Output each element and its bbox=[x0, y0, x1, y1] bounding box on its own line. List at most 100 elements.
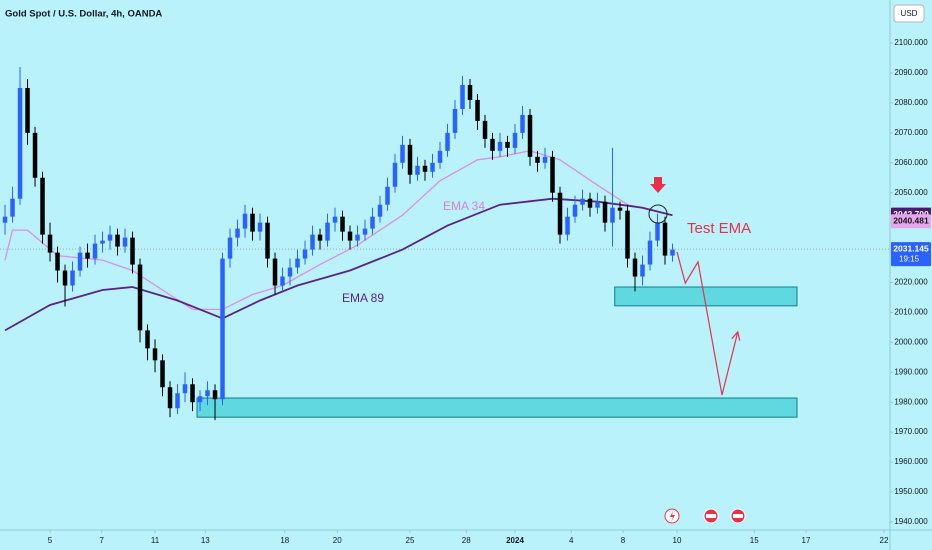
candle-body bbox=[55, 252, 60, 271]
candle-body bbox=[287, 267, 293, 277]
candle-body bbox=[235, 228, 240, 238]
candle-body bbox=[655, 222, 660, 241]
candle-body bbox=[182, 384, 188, 394]
candle-body bbox=[422, 165, 428, 172]
candle-body bbox=[115, 234, 120, 247]
candle-body bbox=[62, 270, 68, 286]
candle-body bbox=[265, 222, 270, 259]
x-tick-label: 18 bbox=[280, 536, 289, 545]
candle-body bbox=[475, 99, 480, 121]
candle-body bbox=[317, 234, 323, 241]
y-tick-label: 2010.000 bbox=[894, 308, 928, 317]
candle-body bbox=[400, 144, 405, 163]
candle-body bbox=[212, 390, 218, 400]
candle-body bbox=[415, 165, 420, 175]
ema-label: EMA 89 bbox=[342, 291, 384, 305]
y-tick-label: 1990.000 bbox=[894, 367, 928, 376]
candle-body bbox=[505, 141, 510, 148]
x-tick-label: 28 bbox=[462, 536, 471, 545]
candle-body bbox=[407, 144, 413, 175]
candle-body bbox=[430, 162, 435, 172]
candle-body bbox=[332, 216, 338, 223]
currency-label[interactable]: USD bbox=[901, 9, 918, 18]
candle-body bbox=[10, 198, 15, 217]
annotation: Test EMA bbox=[687, 220, 751, 237]
candle-body bbox=[167, 387, 173, 409]
candle-body bbox=[550, 156, 555, 193]
y-tick-label: 2000.000 bbox=[894, 337, 928, 346]
signal-arrow bbox=[650, 177, 666, 193]
candle-body bbox=[100, 240, 105, 244]
candle-body bbox=[632, 258, 638, 277]
candle-body bbox=[220, 258, 225, 400]
candle-body bbox=[527, 114, 533, 157]
candle-body bbox=[47, 234, 53, 253]
candle-body bbox=[152, 348, 158, 361]
candle-body bbox=[17, 87, 23, 199]
price-tag-label: 2042.700 bbox=[893, 209, 929, 219]
x-tick-label: 22 bbox=[880, 536, 889, 545]
candle-body bbox=[385, 186, 390, 205]
candle-body bbox=[190, 384, 195, 403]
candle-body bbox=[40, 177, 45, 235]
candle-body bbox=[377, 204, 383, 217]
x-tick-label: 25 bbox=[406, 536, 415, 545]
candle-body bbox=[482, 120, 488, 139]
candle-body bbox=[617, 207, 623, 211]
candle-body bbox=[437, 150, 443, 163]
y-tick-label: 2090.000 bbox=[894, 68, 928, 77]
y-tick-label: 1960.000 bbox=[894, 457, 928, 466]
candle-body bbox=[122, 237, 128, 247]
currency-button[interactable] bbox=[893, 4, 925, 23]
candle-body bbox=[85, 252, 90, 259]
candle-body bbox=[355, 234, 360, 241]
projection-path bbox=[676, 251, 739, 396]
candle-body bbox=[145, 330, 150, 349]
candle-body bbox=[392, 162, 398, 187]
x-tick-label: 7 bbox=[100, 536, 105, 545]
candle-body bbox=[625, 210, 630, 259]
price-tag-label: 2031.145 bbox=[893, 243, 929, 253]
candle-body bbox=[670, 249, 675, 256]
candle-body bbox=[272, 258, 278, 286]
candle-body bbox=[2, 216, 8, 223]
plot-area bbox=[0, 67, 890, 421]
y-tick-label: 2100.000 bbox=[894, 38, 928, 47]
x-tick-label: 17 bbox=[802, 536, 811, 545]
candle-body bbox=[92, 243, 98, 259]
y-tick-label: 1950.000 bbox=[894, 487, 928, 496]
candle-body bbox=[32, 132, 38, 178]
price-tag bbox=[891, 214, 931, 229]
event-icon-glyph bbox=[706, 514, 716, 518]
y-tick-label: 2070.000 bbox=[894, 128, 928, 137]
candle-body bbox=[640, 264, 645, 277]
y-tick-label: 2060.000 bbox=[894, 158, 928, 167]
candle-body bbox=[512, 132, 518, 148]
candle-body bbox=[250, 213, 255, 232]
candle-body bbox=[542, 156, 548, 163]
candle-body bbox=[242, 213, 248, 229]
event-icon-glyph bbox=[670, 511, 675, 522]
candle-body bbox=[257, 222, 263, 232]
y-tick-label: 1970.000 bbox=[894, 427, 928, 436]
candle-body bbox=[557, 192, 563, 235]
candle-body bbox=[460, 84, 465, 109]
candle-body bbox=[565, 216, 570, 235]
candle-body bbox=[205, 390, 210, 397]
candle-body bbox=[497, 141, 503, 151]
highlight-circle bbox=[648, 204, 668, 224]
y-tick-label: 2020.000 bbox=[894, 278, 928, 287]
countdown-label: 19:15 bbox=[899, 254, 920, 263]
candle-body bbox=[197, 396, 203, 403]
x-tick-label: 2024 bbox=[506, 536, 524, 545]
candle-body bbox=[610, 207, 615, 223]
x-tick-label: 5 bbox=[48, 536, 53, 545]
candle-body bbox=[25, 87, 30, 133]
candle-body bbox=[520, 114, 525, 133]
y-tick-label: 1940.000 bbox=[894, 517, 928, 526]
ema-label: EMA 34 bbox=[443, 199, 485, 213]
candle-body bbox=[325, 222, 330, 241]
candle-body bbox=[77, 252, 83, 271]
